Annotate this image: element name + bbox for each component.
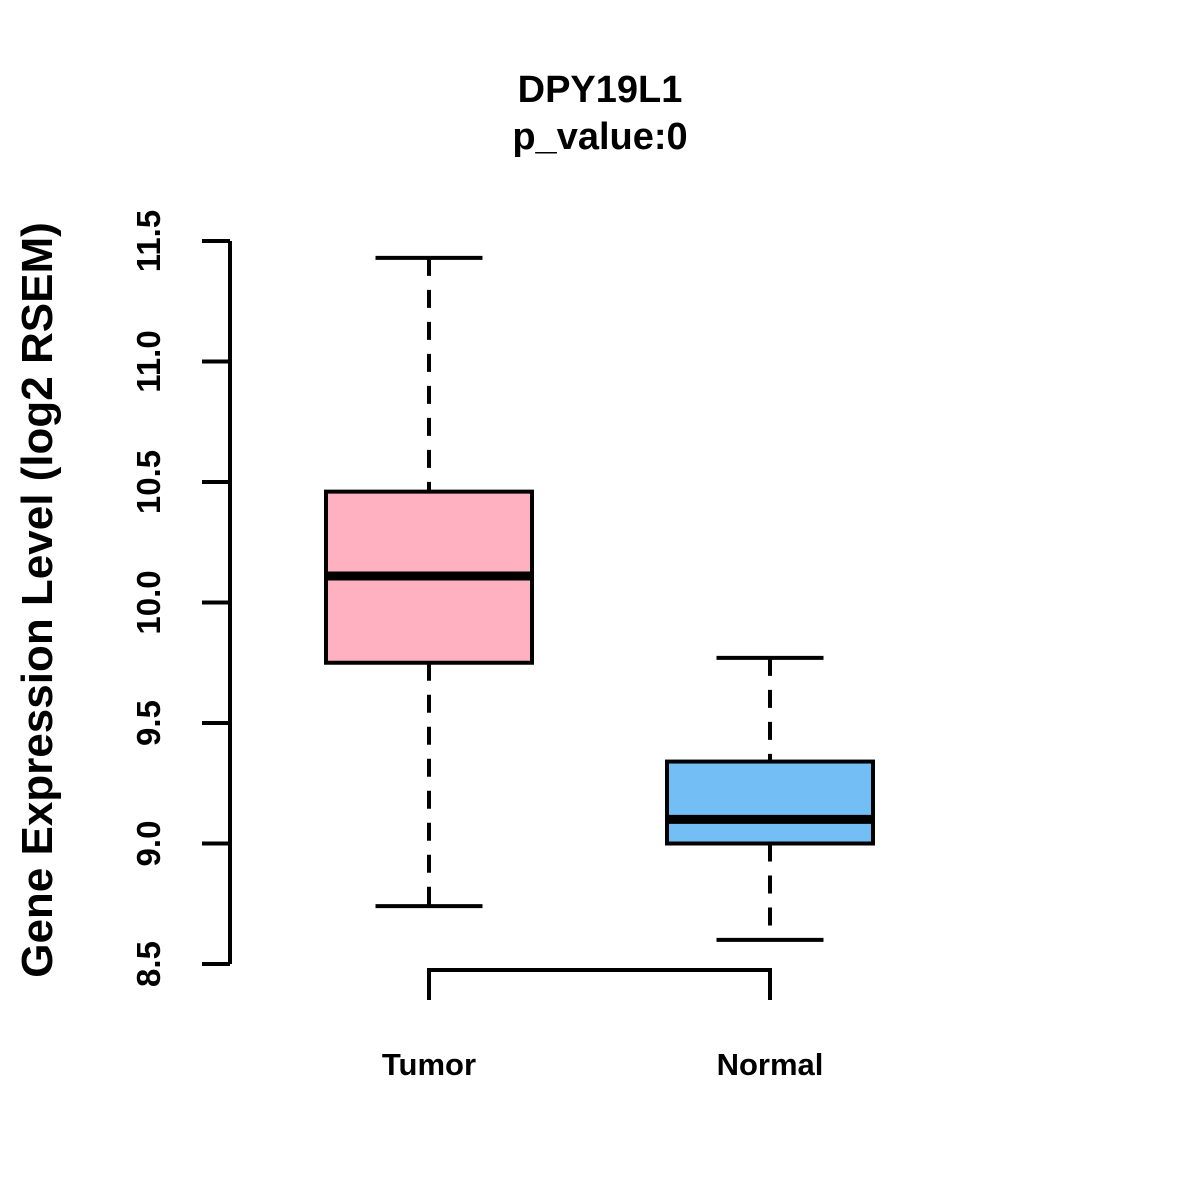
boxplot-group-tumor (324, 255, 534, 909)
y-tick-label: 9.5 (130, 700, 167, 746)
chart-title: DPY19L1 (517, 69, 683, 111)
x-category-label-normal: Normal (717, 1047, 824, 1082)
y-tick-label: 10.0 (130, 570, 167, 634)
y-tick-label: 10.5 (130, 450, 167, 514)
y-tick-label: 11.0 (130, 330, 167, 392)
y-tick-label: 9.0 (130, 821, 167, 867)
x-axis-bracket (427, 968, 772, 1000)
chart-subtitle: p_value:0 (512, 116, 688, 158)
x-category-label-tumor: Tumor (382, 1047, 476, 1082)
boxplot-group-normal (665, 655, 875, 942)
y-tick-label: 8.5 (130, 941, 167, 987)
normal-box (665, 759, 875, 846)
y-tick-label: 11.5 (130, 210, 167, 272)
